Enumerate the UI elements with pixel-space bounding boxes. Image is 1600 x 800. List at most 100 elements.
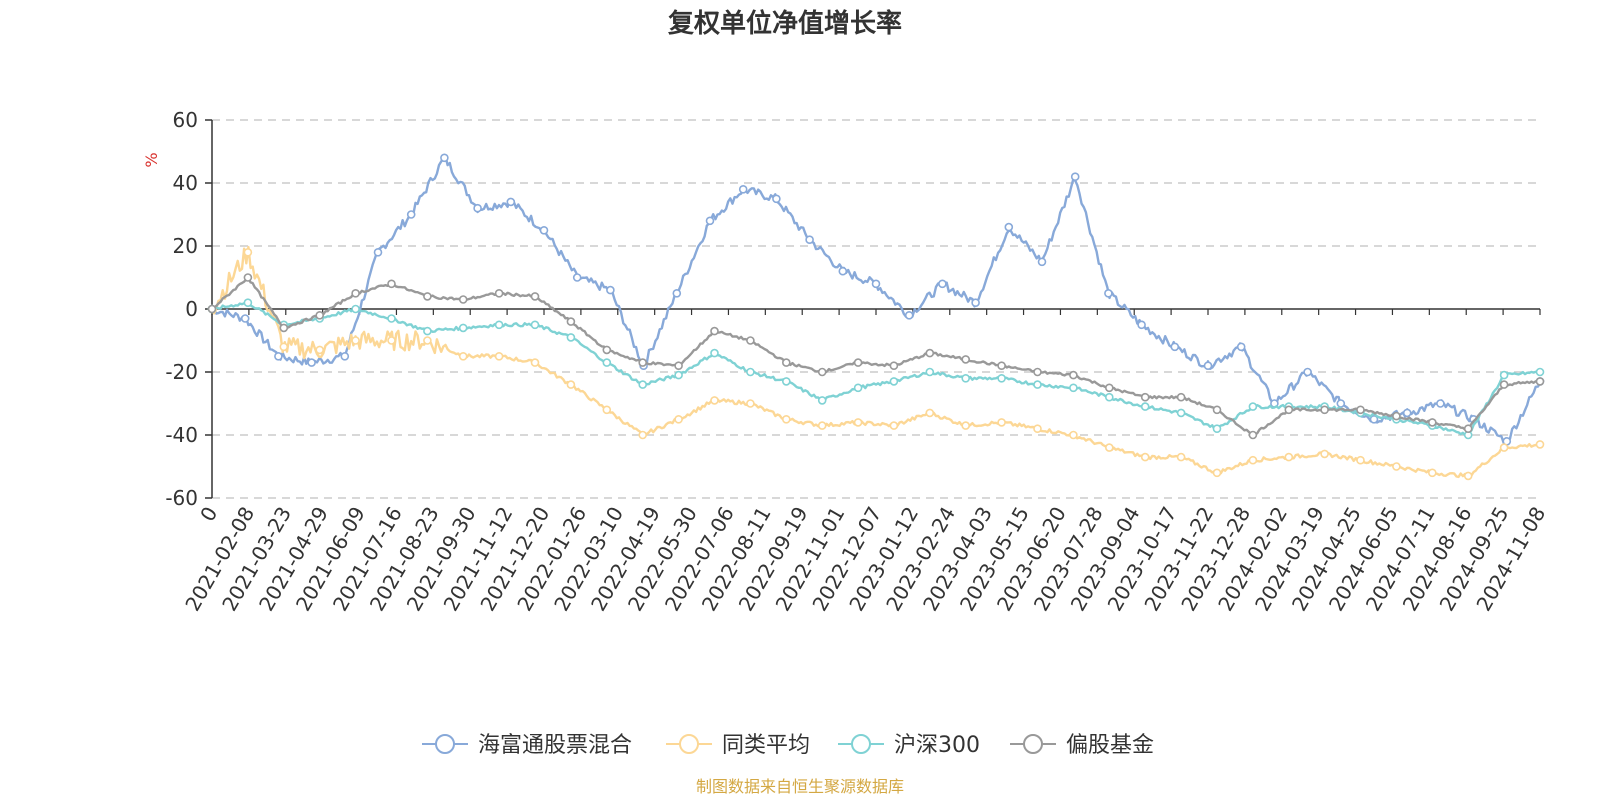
data-point: [1069, 370, 1078, 380]
data-point: [1137, 320, 1146, 330]
y-tick-label: -20: [165, 360, 198, 384]
data-point: [1284, 405, 1294, 415]
data-point: [817, 396, 827, 405]
data-point: [961, 373, 971, 383]
data-point: [1203, 361, 1213, 371]
data-point: [279, 342, 289, 352]
data-point: [997, 361, 1006, 371]
data-point: [853, 418, 863, 427]
data-point: [1463, 471, 1473, 481]
series-line-1: [210, 245, 1540, 479]
data-point: [672, 288, 682, 298]
data-point: [1320, 405, 1329, 415]
data-point: [772, 194, 781, 204]
data-point: [1248, 430, 1258, 440]
data-point: [781, 358, 791, 367]
data-point: [1356, 405, 1365, 415]
data-point: [1070, 172, 1080, 181]
data-point: [710, 326, 719, 336]
data-point: [638, 358, 648, 367]
data-point: [889, 421, 899, 430]
data-point: [315, 345, 325, 355]
data-point: [1105, 383, 1114, 393]
data-point: [240, 314, 250, 323]
data-point: [938, 279, 947, 289]
legend-label: 海富通股票混合: [478, 733, 632, 758]
y-tick-label: -40: [165, 423, 198, 447]
data-point: [1176, 392, 1186, 402]
data-point: [387, 279, 396, 289]
data-point: [674, 370, 683, 380]
legend-item-3[interactable]: 偏股基金: [1010, 733, 1154, 758]
y-tick-label: 40: [173, 171, 198, 195]
data-point: [494, 320, 504, 330]
data-point: [1392, 411, 1401, 421]
data-point: [1284, 452, 1294, 462]
x-axis-ticks: 02021-02-082021-03-232021-04-292021-06-0…: [180, 309, 1550, 615]
data-point: [1303, 367, 1312, 377]
data-point: [279, 323, 289, 333]
legend-marker-icon: [1023, 734, 1043, 754]
data-point: [494, 351, 504, 361]
data-point: [738, 185, 748, 194]
data-point: [1069, 383, 1078, 393]
data-point: [1499, 380, 1509, 389]
data-point: [1369, 414, 1379, 424]
data-point: [1105, 392, 1114, 402]
legend-marker-icon: [679, 734, 699, 754]
data-point: [781, 377, 791, 386]
data-point: [1176, 452, 1186, 462]
data-point: [602, 405, 612, 415]
data-point: [1336, 399, 1346, 408]
y-tick-label: 20: [173, 234, 198, 258]
data-point: [638, 430, 648, 440]
data-point: [602, 345, 612, 355]
legend-item-0[interactable]: 海富通股票混合: [422, 733, 632, 758]
grid-lines: [212, 119, 1540, 499]
legend-item-2[interactable]: 沪深300: [838, 733, 980, 758]
y-axis-ticks: 60 40 20 0 -20 -40 -60: [165, 108, 212, 510]
data-point: [572, 273, 582, 282]
data-point: [243, 273, 253, 282]
data-point: [606, 285, 615, 295]
data-point: [746, 399, 755, 408]
series-line-2: [211, 300, 1541, 438]
data-point: [638, 380, 648, 389]
data-point: [1140, 402, 1150, 411]
data-point: [1212, 405, 1222, 415]
data-point: [925, 367, 935, 377]
data-point: [274, 351, 283, 361]
y-tick-label: -60: [165, 486, 198, 510]
data-point: [1436, 399, 1445, 408]
data-point: [351, 336, 360, 345]
data-point: [1428, 418, 1437, 427]
data-point: [1170, 342, 1180, 352]
source-note: 制图数据来自恒生聚源数据库: [696, 777, 904, 796]
data-point: [1140, 392, 1150, 402]
chart-title: 复权单位净值增长率: [668, 8, 902, 39]
data-point: [817, 367, 827, 377]
data-point: [1176, 408, 1186, 418]
legend-marker-icon: [851, 734, 871, 754]
data-point: [530, 358, 540, 367]
data-point: [889, 361, 899, 371]
data-point: [1392, 462, 1401, 471]
data-point: [351, 288, 360, 298]
data-point: [387, 336, 396, 345]
data-point: [340, 351, 350, 361]
data-point: [838, 266, 848, 276]
legend-label: 偏股基金: [1066, 733, 1154, 758]
data-point: [530, 320, 540, 330]
data-point: [1499, 370, 1509, 380]
legend-item-1[interactable]: 同类平均: [666, 733, 810, 758]
data-point: [1499, 443, 1509, 452]
data-point: [710, 396, 719, 405]
legend[interactable]: 海富通股票混合 同类平均 沪深300 偏股基金: [422, 733, 1154, 758]
data-point: [674, 414, 683, 424]
data-point: [1033, 380, 1042, 389]
data-point: [351, 304, 360, 314]
data-point: [1033, 367, 1042, 377]
data-point: [1212, 424, 1222, 434]
data-point: [315, 310, 325, 320]
data-point: [243, 248, 253, 257]
